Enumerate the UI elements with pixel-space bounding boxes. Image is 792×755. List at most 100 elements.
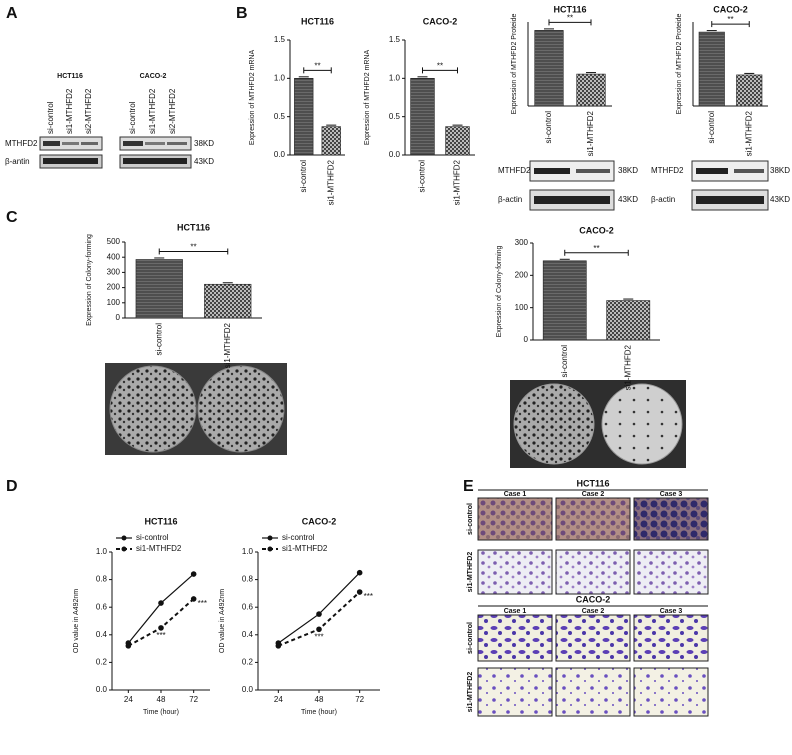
blot-band [734,169,764,173]
panel-letter: B [236,5,248,22]
plate [513,383,595,465]
y-tick-label: 200 [107,283,121,292]
x-tick-label: si-control [707,111,716,144]
blot-band [534,196,610,204]
bar [542,260,587,341]
y-tick-label: 0.2 [96,658,108,667]
blot-band [81,142,98,145]
blot-size-label: 38KD [618,166,638,175]
lane-label: si1-MTHFD2 [65,88,74,134]
legend-marker [121,535,127,541]
y-tick-label: 0.4 [96,630,108,639]
blot-row-label: MTHFD2 [651,166,684,175]
micrograph [477,667,553,717]
panel-letter: A [6,5,18,22]
y-tick-label: 0.6 [96,602,108,611]
y-tick-label: 100 [107,298,121,307]
point [125,643,132,649]
bar [294,78,314,156]
point [158,625,164,631]
y-axis-label: Expression of Colony-forming [86,234,93,326]
chart-title: CACO-2 [713,4,748,14]
bar [736,74,763,107]
blot-strip [529,160,615,182]
colony-photo [105,363,287,455]
x-tick-label: si-control [560,345,569,378]
plate [109,365,197,453]
y-axis-label: Expression of MTHFD2 Proteide [511,14,518,115]
significance-label: *** [156,631,165,640]
y-axis-label: OD value in A492nm [219,589,226,653]
bar [606,300,651,341]
cell-line-label: HCT116 [57,73,83,80]
blot-row-label: β-antin [5,157,30,166]
y-tick-label: 0.0 [96,685,108,694]
blot-band [145,142,165,145]
bar [445,126,470,156]
x-tick-label: 72 [189,695,198,704]
y-tick-label: 1.0 [96,547,108,556]
micrograph [555,497,631,541]
y-tick-label: 300 [515,238,529,247]
y-tick-label: 0.5 [274,112,286,121]
y-axis-label: OD value in A492nm [73,589,80,653]
y-tick-label: 100 [515,303,529,312]
blot-band [62,142,79,145]
chart-title: HCT116 [301,16,334,26]
case-label: Case 1 [504,608,527,615]
bar [135,259,183,319]
y-tick-label: 1.0 [242,547,254,556]
panel-letter: D [6,478,18,495]
y-tick-label: 0.8 [96,575,108,584]
legend-marker [267,535,273,541]
blot-size-label: 43KD [194,157,214,166]
case-label: Case 3 [660,608,683,615]
blot-band [123,141,143,146]
y-axis-label: Expression of MTHFD2 Proteide [676,14,683,115]
y-axis-label: Expression of MTHFD2 mRNA [364,50,371,146]
blot-band [167,142,187,145]
point [190,596,197,602]
significance-label: ** [314,61,320,70]
x-tick-label: si1-MTHFD2 [586,110,595,156]
micrograph [633,667,709,717]
bar [204,283,252,319]
point [275,643,282,649]
blot-row-label: MTHFD2 [498,166,531,175]
y-tick-label: 0 [524,335,529,344]
case-label: Case 1 [504,491,527,498]
x-tick-label: 24 [274,695,283,704]
y-tick-label: 500 [107,237,121,246]
legend-label: si-control [136,533,169,542]
y-tick-label: 0.6 [242,602,254,611]
blot-row-label: β-actin [498,195,522,204]
colony-photo [510,380,686,468]
legend-marker [267,546,273,552]
micrograph [633,497,709,541]
x-tick-label: 24 [124,695,133,704]
blot-row-label: β-actin [651,195,675,204]
row-label: si-control [467,503,474,535]
panel-b-blot: MTHFD2 β-actin 38KD 43KD MTHFD2 β-actin … [498,160,790,211]
case-label: Case 2 [582,608,605,615]
y-tick-label: 0 [116,313,121,322]
blot-size-label: 43KD [618,195,638,204]
panel-letter: E [463,478,474,495]
bar [321,126,341,156]
y-tick-label: 1.0 [274,73,286,82]
x-axis-label: Time (hour) [143,709,179,716]
legend-marker [121,546,127,552]
chart-title: CACO-2 [302,516,337,526]
y-axis-label: Expression of MTHFD2 mRNA [249,50,256,146]
lane-label: si2-MTHFD2 [168,88,177,134]
x-tick-label: si-control [299,160,308,193]
point [316,611,322,617]
micrograph [555,549,631,595]
plate [601,383,683,465]
case-label: Case 3 [660,491,683,498]
y-axis-label: Expression of Colony-forming [496,245,503,337]
row-label: si1-MTHFD2 [467,672,474,713]
legend-label: si-control [282,533,315,542]
x-tick-label: si-control [154,323,163,356]
